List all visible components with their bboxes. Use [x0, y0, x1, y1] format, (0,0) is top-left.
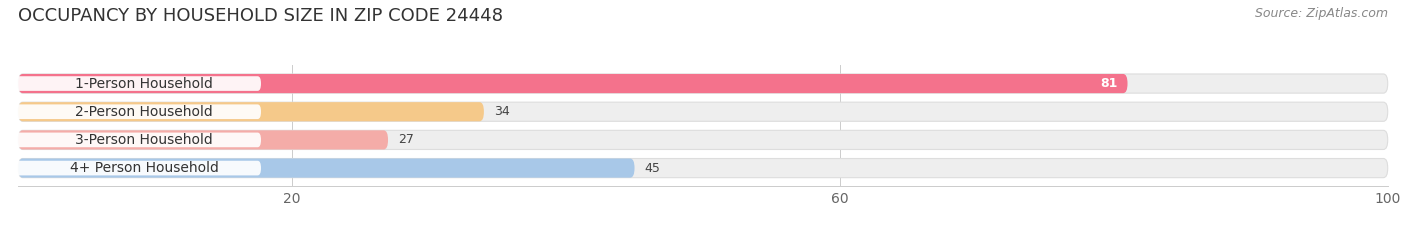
Text: 3-Person Household: 3-Person Household — [76, 133, 214, 147]
Text: 4+ Person Household: 4+ Person Household — [70, 161, 218, 175]
FancyBboxPatch shape — [18, 74, 1128, 93]
FancyBboxPatch shape — [18, 158, 1388, 178]
FancyBboxPatch shape — [14, 76, 262, 91]
FancyBboxPatch shape — [18, 130, 388, 150]
Text: Source: ZipAtlas.com: Source: ZipAtlas.com — [1254, 7, 1388, 20]
Text: 34: 34 — [494, 105, 510, 118]
Text: 81: 81 — [1099, 77, 1118, 90]
FancyBboxPatch shape — [18, 102, 484, 121]
Text: OCCUPANCY BY HOUSEHOLD SIZE IN ZIP CODE 24448: OCCUPANCY BY HOUSEHOLD SIZE IN ZIP CODE … — [18, 7, 503, 25]
FancyBboxPatch shape — [18, 74, 1388, 93]
FancyBboxPatch shape — [14, 161, 262, 175]
Text: 45: 45 — [645, 161, 661, 175]
Text: 2-Person Household: 2-Person Household — [76, 105, 214, 119]
FancyBboxPatch shape — [14, 104, 262, 119]
FancyBboxPatch shape — [14, 133, 262, 147]
FancyBboxPatch shape — [18, 158, 634, 178]
Text: 27: 27 — [398, 134, 415, 146]
FancyBboxPatch shape — [18, 102, 1388, 121]
FancyBboxPatch shape — [18, 130, 1388, 150]
Text: 1-Person Household: 1-Person Household — [75, 77, 214, 91]
